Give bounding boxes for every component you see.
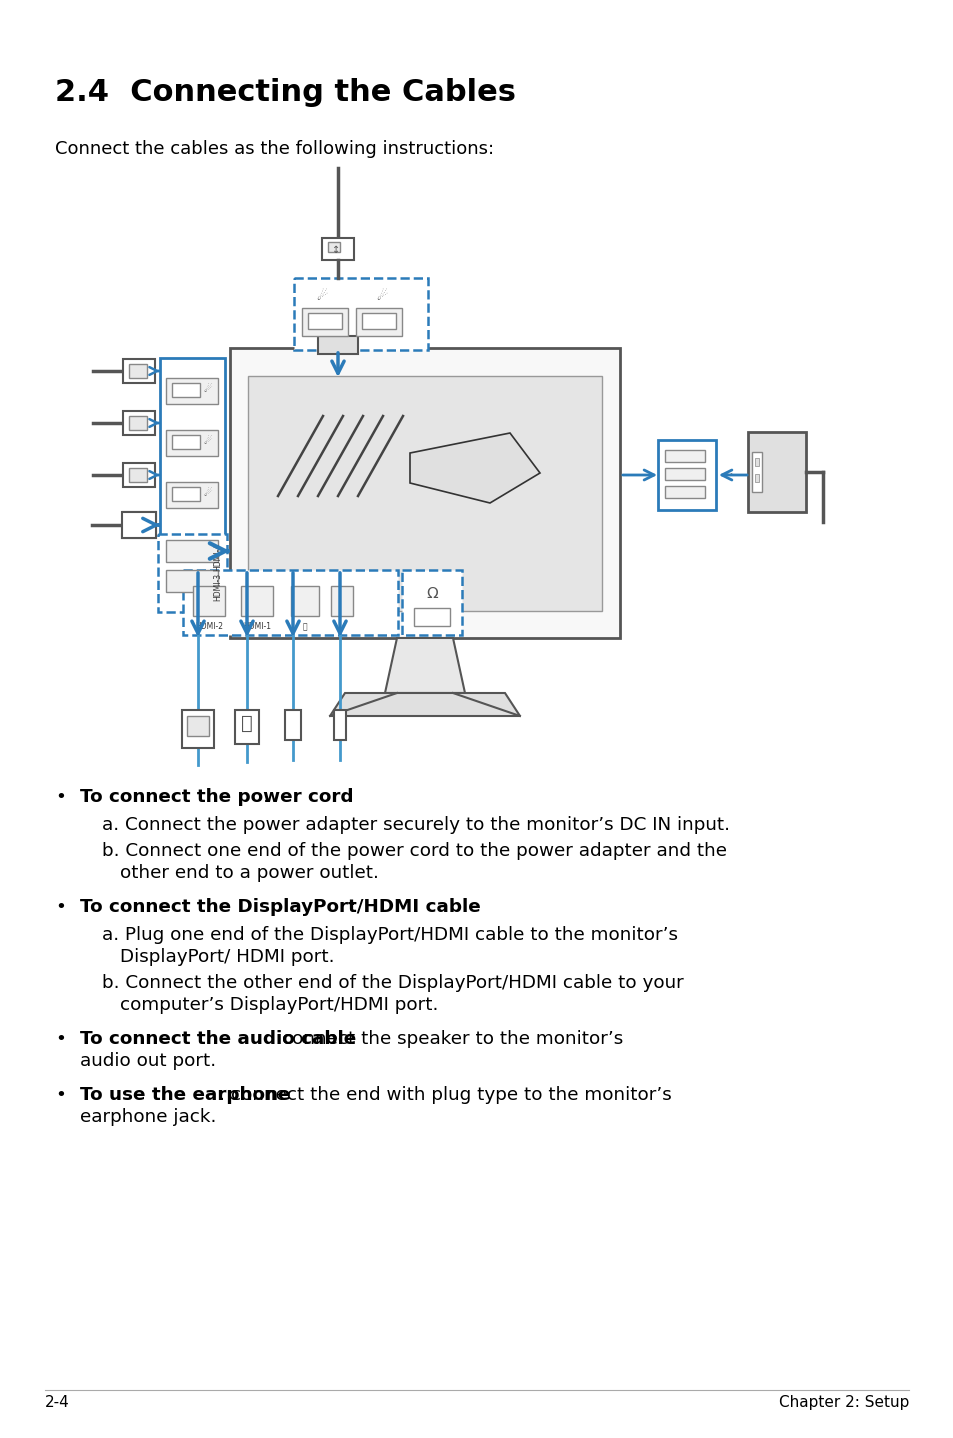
- Bar: [414, 608, 450, 626]
- Bar: [241, 587, 273, 615]
- Text: HDMI-1: HDMI-1: [243, 623, 271, 631]
- Bar: [123, 463, 154, 487]
- Text: : connect the speaker to the monitor’s: : connect the speaker to the monitor’s: [270, 1030, 622, 1048]
- Bar: [129, 416, 147, 430]
- Bar: [291, 587, 318, 615]
- Text: Ω: Ω: [426, 587, 437, 601]
- Bar: [754, 475, 759, 482]
- Bar: [166, 482, 218, 508]
- Text: ⓓ: ⓓ: [302, 623, 307, 631]
- Text: ↕: ↕: [332, 244, 339, 255]
- Text: HDMI-2: HDMI-2: [194, 623, 223, 631]
- Text: audio out port.: audio out port.: [80, 1053, 216, 1070]
- Bar: [664, 450, 704, 462]
- Bar: [328, 242, 339, 252]
- Text: earphone jack.: earphone jack.: [80, 1109, 216, 1126]
- Text: •: •: [55, 1030, 66, 1048]
- Bar: [193, 587, 225, 615]
- Text: •: •: [55, 788, 66, 807]
- Bar: [322, 239, 354, 260]
- Text: other end to a power outlet.: other end to a power outlet.: [120, 864, 378, 881]
- Polygon shape: [122, 512, 156, 538]
- Bar: [248, 375, 601, 611]
- Bar: [658, 440, 716, 510]
- Text: ☄: ☄: [203, 487, 212, 498]
- Text: To use the earphone: To use the earphone: [80, 1086, 291, 1104]
- Bar: [182, 710, 213, 748]
- Text: HDMI-4: HDMI-4: [213, 544, 222, 571]
- Text: 2-4: 2-4: [45, 1395, 70, 1411]
- Bar: [401, 569, 461, 636]
- Text: Connect the cables as the following instructions:: Connect the cables as the following inst…: [55, 139, 494, 158]
- Bar: [664, 467, 704, 480]
- Bar: [123, 411, 154, 436]
- Bar: [308, 313, 341, 329]
- Text: ⓓ: ⓓ: [241, 715, 253, 733]
- Bar: [172, 436, 200, 449]
- Bar: [294, 278, 428, 349]
- Text: ☄: ☄: [203, 436, 212, 446]
- Bar: [361, 313, 395, 329]
- Text: To connect the audio cable: To connect the audio cable: [80, 1030, 355, 1048]
- Bar: [129, 364, 147, 378]
- Bar: [122, 512, 156, 538]
- Bar: [754, 457, 759, 466]
- Bar: [317, 336, 357, 354]
- Text: HDMI-3: HDMI-3: [213, 572, 222, 601]
- Bar: [183, 569, 397, 636]
- Text: •: •: [55, 1086, 66, 1104]
- Bar: [158, 533, 227, 613]
- Text: 2.4  Connecting the Cables: 2.4 Connecting the Cables: [55, 78, 516, 106]
- Text: ☄: ☄: [203, 384, 212, 394]
- Text: DisplayPort/ HDMI port.: DisplayPort/ HDMI port.: [120, 948, 335, 966]
- Text: •: •: [55, 897, 66, 916]
- Text: ☄: ☄: [316, 290, 327, 303]
- Polygon shape: [330, 693, 519, 716]
- Bar: [751, 452, 761, 492]
- Text: :: :: [350, 897, 355, 916]
- Text: ☄: ☄: [376, 290, 387, 303]
- Bar: [302, 308, 348, 336]
- Text: :: :: [262, 788, 269, 807]
- Bar: [331, 587, 353, 615]
- Bar: [166, 541, 218, 562]
- Polygon shape: [410, 433, 539, 503]
- Bar: [285, 710, 301, 741]
- Bar: [172, 487, 200, 500]
- Bar: [230, 348, 619, 638]
- Bar: [160, 358, 225, 558]
- Bar: [187, 716, 209, 736]
- Text: a. Plug one end of the DisplayPort/HDMI cable to the monitor’s: a. Plug one end of the DisplayPort/HDMI …: [102, 926, 678, 943]
- Bar: [747, 431, 805, 512]
- Text: To connect the DisplayPort/HDMI cable: To connect the DisplayPort/HDMI cable: [80, 897, 480, 916]
- Bar: [234, 710, 258, 743]
- Text: ~: ~: [720, 466, 732, 482]
- Polygon shape: [385, 638, 464, 693]
- Text: b. Connect the other end of the DisplayPort/HDMI cable to your: b. Connect the other end of the DisplayP…: [102, 974, 683, 992]
- Bar: [664, 486, 704, 498]
- Bar: [166, 569, 218, 592]
- Text: : connect the end with plug type to the monitor’s: : connect the end with plug type to the …: [218, 1086, 671, 1104]
- Bar: [166, 430, 218, 456]
- Text: b. Connect one end of the power cord to the power adapter and the: b. Connect one end of the power cord to …: [102, 843, 726, 860]
- Text: computer’s DisplayPort/HDMI port.: computer’s DisplayPort/HDMI port.: [120, 997, 438, 1014]
- Text: a. Connect the power adapter securely to the monitor’s DC IN input.: a. Connect the power adapter securely to…: [102, 815, 729, 834]
- Text: Chapter 2: Setup: Chapter 2: Setup: [778, 1395, 908, 1411]
- Text: To connect the power cord: To connect the power cord: [80, 788, 354, 807]
- Bar: [334, 710, 346, 741]
- Bar: [166, 378, 218, 404]
- Bar: [123, 360, 154, 383]
- Bar: [129, 467, 147, 482]
- Bar: [172, 383, 200, 397]
- Bar: [355, 308, 401, 336]
